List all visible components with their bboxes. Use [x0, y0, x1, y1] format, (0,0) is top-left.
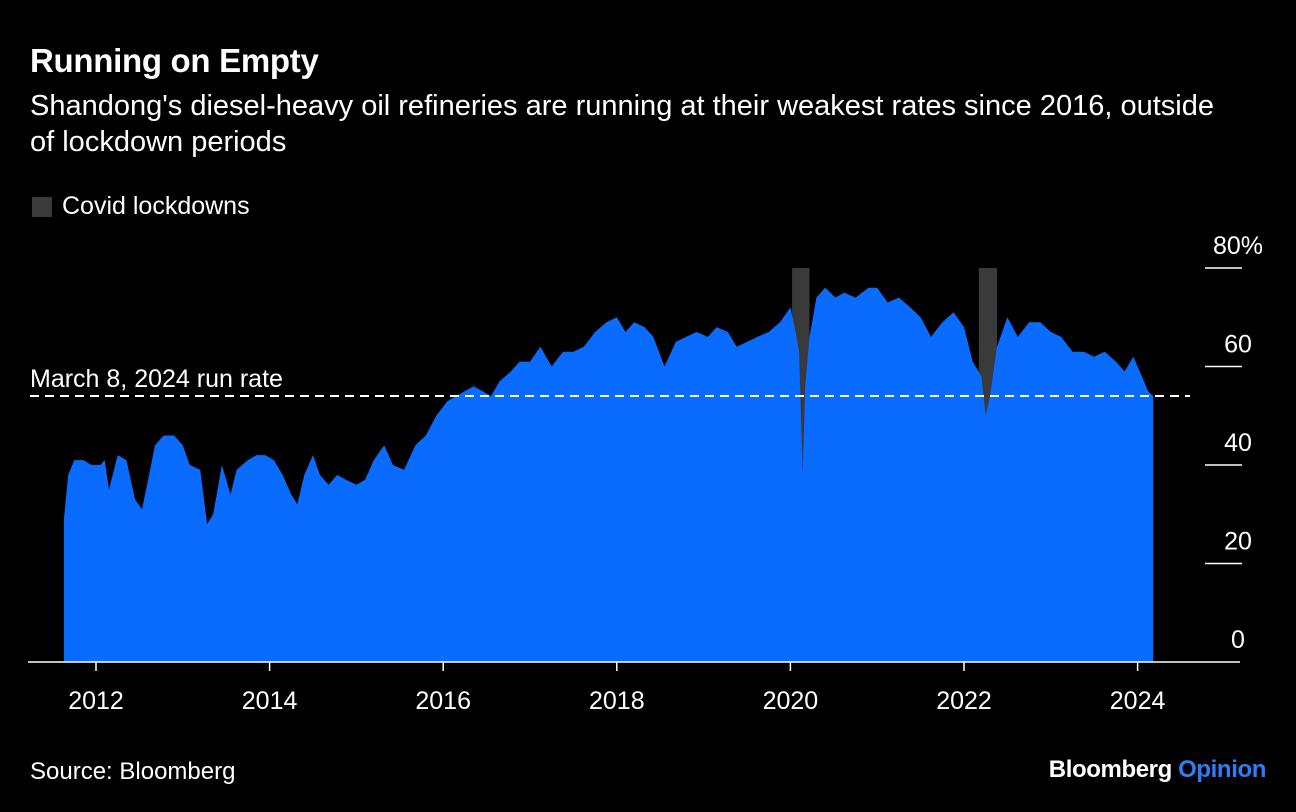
x-tick-label-2016: 2016: [415, 687, 471, 715]
x-tick-label-2014: 2014: [242, 687, 298, 715]
chart-title: Running on Empty: [30, 42, 319, 79]
y-tick-label-80: 80%: [1213, 232, 1263, 260]
area-series: [63, 287, 1154, 662]
y-tick-label-40: 40: [1224, 429, 1252, 457]
reference-line-group: March 8, 2024 run rate: [30, 365, 1190, 398]
x-tick-label-2024: 2024: [1110, 687, 1166, 715]
area-series-1: [63, 287, 1154, 662]
x-tick-label-2022: 2022: [936, 687, 992, 715]
x-tick-label-2020: 2020: [763, 687, 819, 715]
y-tick-label-0: 0: [1231, 626, 1245, 654]
chart-subtitle: Shandong's diesel-heavy oil refineries a…: [30, 90, 1214, 158]
legend-swatch-lockdown: [32, 196, 52, 217]
legend: Covid lockdowns: [32, 192, 250, 221]
reference-line-label: March 8, 2024 run rate: [30, 365, 283, 393]
legend-label-lockdown: Covid lockdowns: [62, 192, 250, 220]
x-axis: 2012 2014 2016 2018 2020 2022 2024: [28, 661, 1240, 715]
y-tick-label-60: 60: [1224, 331, 1252, 359]
brand-logo: Bloomberg Opinion: [1048, 756, 1267, 784]
brand-main: Bloomberg: [1048, 756, 1172, 783]
y-axis: 0 20 40 60 80%: [1205, 232, 1263, 654]
brand-accent: Opinion: [1178, 756, 1266, 783]
y-tick-label-20: 20: [1224, 528, 1252, 556]
x-tick-label-2018: 2018: [589, 687, 645, 715]
x-tick-label-2012: 2012: [68, 687, 124, 715]
source-note: Source: Bloomberg: [30, 758, 236, 785]
